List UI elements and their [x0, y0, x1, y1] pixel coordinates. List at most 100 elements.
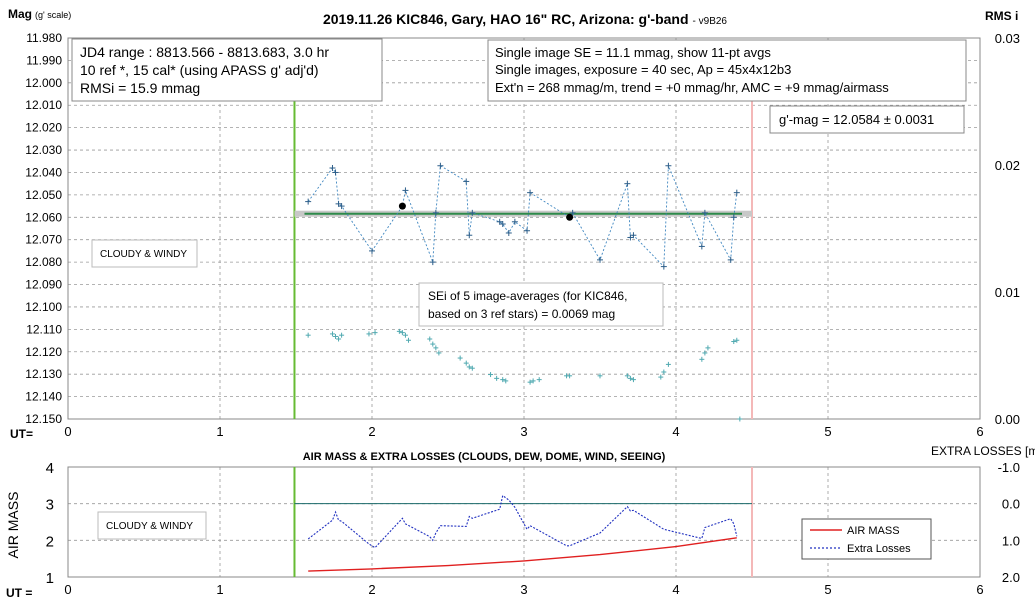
top-y-tick-left-label: 12.060	[25, 210, 62, 224]
magnitude-point	[369, 247, 375, 254]
top-y-tick-left-label: 12.100	[25, 300, 62, 314]
sei-box: SEi of 5 image-averages (for KIC846, bas…	[418, 282, 664, 327]
magnitude-point	[466, 232, 473, 239]
average-point	[566, 213, 574, 221]
rms-point	[466, 364, 472, 370]
bottom-y-tick-right-label: 2.0	[1002, 570, 1020, 585]
rms-point	[372, 330, 378, 336]
magnitude-point	[569, 209, 576, 216]
rms-point	[329, 331, 335, 337]
version-tag: - v9B26	[693, 16, 728, 27]
magnitude-point	[332, 169, 339, 176]
rms-point	[503, 378, 509, 384]
info-left-line-2: 10 ref *, 15 cal* (using APASS g' adj'd)	[80, 62, 319, 78]
legend-frame	[801, 518, 932, 560]
magnitude-series	[305, 162, 740, 270]
sei-line-1: SEi of 5 image-averages (for KIC846,	[428, 289, 627, 303]
bottom-vertical-markers	[293, 467, 753, 577]
info-right-line-2: Single images, exposure = 40 sec, Ap = 4…	[495, 62, 791, 77]
top-y-ticks-left: 11.980 11.990 12.000 12.010 12.020 12.030 12.0…	[25, 31, 62, 426]
magnitude-point	[402, 187, 409, 194]
top-x-tick-label: 1	[216, 424, 223, 439]
top-y-tick-left-label: 12.070	[25, 233, 62, 247]
top-x-tick-label: 3	[520, 424, 527, 439]
rms-point	[336, 336, 342, 342]
rms-point	[734, 337, 740, 343]
rms-point	[500, 377, 506, 383]
average-points	[398, 202, 574, 221]
air-mass-series	[308, 537, 737, 572]
rms-point	[702, 350, 708, 356]
y-axis-label-left-sub: (g' scale)	[35, 10, 71, 20]
top-y-tick-left-label: 12.150	[25, 412, 62, 426]
bottom-x-tick-label: 4	[672, 582, 679, 597]
magnitude-point	[505, 229, 512, 236]
magnitude-point	[698, 243, 705, 250]
magnitude-point	[496, 218, 503, 225]
y-axis-label-left: Mag (g' scale)	[8, 7, 71, 21]
magnitude-point	[338, 203, 345, 210]
magnitude-point	[429, 259, 436, 266]
top-x-tick-label: 6	[976, 424, 983, 439]
x-axis-label: UT=	[10, 427, 33, 441]
rms-point	[630, 377, 636, 383]
rms-point	[469, 365, 475, 371]
top-y-tick-left-label: 12.120	[25, 345, 62, 359]
top-y-tick-left-label: 12.090	[25, 278, 62, 292]
top-y-tick-left-label: 12.000	[25, 76, 62, 90]
top-y-tick-left-label: 12.050	[25, 188, 62, 202]
rms-point	[731, 339, 737, 345]
magnitude-point	[627, 234, 634, 241]
info-right-line-3: Ext'n = 268 mmag/m, trend = +0 mmag/hr, …	[495, 80, 889, 95]
legend-label-extra-losses: Extra Losses	[847, 543, 911, 555]
top-y-tick-right-label: 0.02	[995, 158, 1020, 173]
top-y-tick-left-label: 11.990	[26, 53, 62, 67]
rms-point	[463, 360, 469, 366]
rms-point	[624, 373, 630, 379]
info-box-left: JD4 range : 8813.566 - 8813.683, 3.0 hr …	[71, 38, 383, 102]
top-y-tick-left-label: 12.010	[25, 98, 62, 112]
bottom-x-tick-label: 5	[824, 582, 831, 597]
sei-box-frame	[418, 282, 664, 327]
top-x-tick-label: 2	[368, 424, 375, 439]
cloudy-text-top: CLOUDY & WINDY	[100, 249, 187, 260]
magnitude-point	[630, 232, 637, 239]
magnitude-point	[463, 178, 470, 185]
bottom-y-tick-right-label: 0.0	[1002, 497, 1020, 512]
cloudy-box-bottom-frame	[97, 511, 207, 540]
info-box-right-frame	[487, 39, 967, 102]
rms-point	[527, 379, 533, 385]
magnitude-point	[660, 263, 667, 270]
gmag-text: g'-mag = 12.0584 ± 0.0031	[779, 112, 934, 127]
rms-point	[705, 345, 711, 351]
rms-point	[699, 356, 705, 362]
rms-point	[488, 372, 494, 378]
legend: AIR MASS Extra Losses	[801, 518, 932, 560]
bottom-x-tick-label: 0	[64, 582, 71, 597]
rms-point	[661, 369, 667, 375]
top-x-tick-label: 4	[672, 424, 679, 439]
magnitude-point	[524, 227, 531, 234]
bottom-plot-frame	[67, 466, 981, 578]
top-plot-frame	[67, 37, 981, 420]
top-title: 2019.11.26 KIC846, Gary, HAO 16" RC, Ari…	[323, 11, 727, 27]
top-y-tick-left-label: 12.080	[25, 255, 62, 269]
magnitude-point	[527, 189, 534, 196]
rms-point	[399, 330, 405, 336]
magnitude-point	[727, 256, 734, 263]
magnitude-point	[511, 218, 518, 225]
cloudy-box-bottom: CLOUDY & WINDY	[97, 511, 207, 540]
gmag-box: g'-mag = 12.0584 ± 0.0031	[769, 105, 965, 134]
rms-point	[427, 336, 433, 342]
rms-point	[457, 355, 463, 361]
top-x-tick-label: 0	[64, 424, 71, 439]
magnitude-point	[499, 221, 506, 228]
magnitude-point	[329, 164, 336, 171]
top-y-tick-left-label: 11.980	[26, 31, 62, 45]
info-left-line-1: JD4 range : 8813.566 - 8813.683, 3.0 hr	[80, 44, 329, 60]
rms-point	[430, 341, 436, 347]
magnitude-point	[335, 200, 342, 207]
rms-point	[433, 345, 439, 351]
rms-point	[405, 337, 411, 343]
bottom-title: AIR MASS & EXTRA LOSSES (CLOUDS, DEW, DO…	[303, 451, 666, 463]
